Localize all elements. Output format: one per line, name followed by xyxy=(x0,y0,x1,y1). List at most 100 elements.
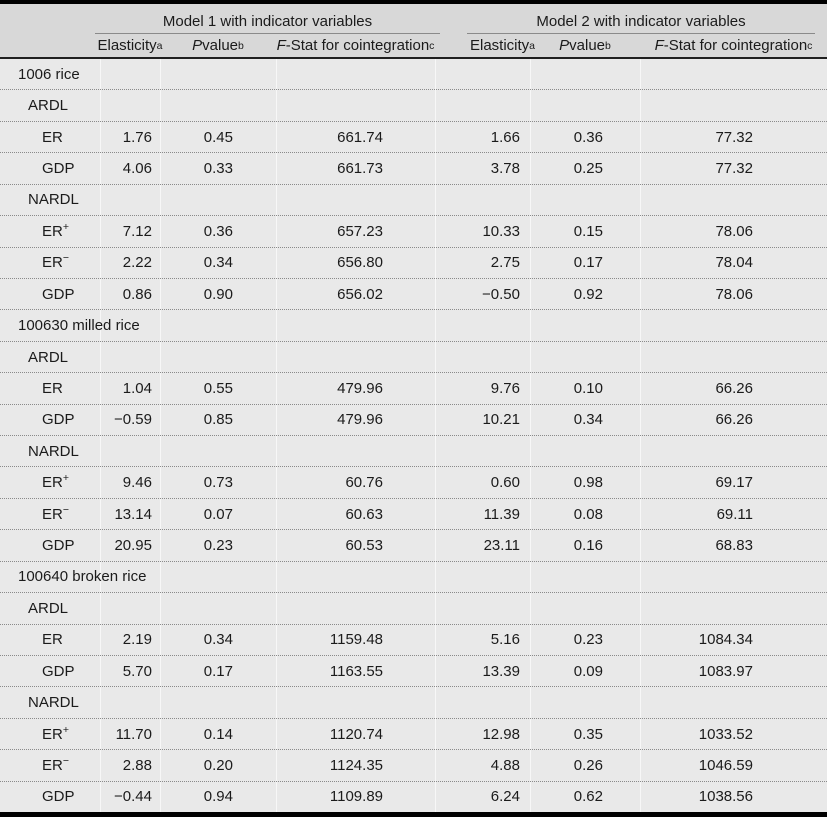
table-row-group: ARDL xyxy=(0,90,827,122)
cell-m1-fstat: 1109.89 xyxy=(329,788,383,806)
row-label: GDP xyxy=(0,788,100,805)
cell-m1-pvalue: 0.73 xyxy=(203,474,233,492)
row-label: GDP xyxy=(0,160,100,177)
cell-m2-pvalue: 0.10 xyxy=(573,379,603,397)
cell-m1-pvalue: 0.23 xyxy=(203,537,233,555)
cell-m2-fstat: 78.06 xyxy=(715,285,753,303)
cell-m1-elasticity: 20.95 xyxy=(114,537,152,555)
table-row: ER+ 11.70 0.14 1120.74 12.98 0.35 1033.52 xyxy=(0,719,827,751)
column-header-m1-p-value: P value b xyxy=(192,37,244,54)
cell-m2-fstat: 68.83 xyxy=(715,537,753,555)
cell-m2-fstat: 66.26 xyxy=(715,411,753,429)
column-header-row: Elasticity a P value b F -Stat for cointegrat… xyxy=(0,34,827,57)
cell-m2-fstat: 1038.56 xyxy=(698,788,753,806)
cell-m2-pvalue: 0.23 xyxy=(573,631,603,649)
cell-m2-elasticity: 9.76 xyxy=(490,379,520,397)
cell-m2-pvalue: 0.36 xyxy=(573,128,603,146)
cell-m1-pvalue: 0.17 xyxy=(203,662,233,680)
cell-m2-elasticity: 3.78 xyxy=(490,159,520,177)
cell-m2-elasticity: 0.60 xyxy=(490,474,520,492)
cell-m1-pvalue: 0.85 xyxy=(203,411,233,429)
table-row: ER 2.19 0.34 1159.48 5.16 0.23 1084.34 xyxy=(0,625,827,657)
table-row-group: NARDL xyxy=(0,185,827,217)
cell-m1-elasticity: 0.86 xyxy=(122,285,152,303)
header-text: value xyxy=(202,37,239,54)
header-italic-letter: F xyxy=(654,37,664,54)
cell-m1-fstat: 60.76 xyxy=(345,474,383,492)
cell-m2-elasticity: 10.33 xyxy=(482,222,520,240)
cell-m1-pvalue: 0.07 xyxy=(203,505,233,523)
table-row: GDP −0.59 0.85 479.96 10.21 0.34 66.26 xyxy=(0,405,827,437)
cell-m2-pvalue: 0.16 xyxy=(573,537,603,555)
header-text: -Stat for cointegration xyxy=(285,37,430,54)
header-text: -Stat for cointegration xyxy=(663,37,808,54)
row-label: ER− xyxy=(0,252,100,272)
cell-m1-elasticity: 2.88 xyxy=(122,756,152,774)
variable-name: ER xyxy=(42,128,63,146)
cell-m1-elasticity: 7.12 xyxy=(122,222,152,240)
row-label: ER− xyxy=(0,756,100,774)
variable-name: GDP xyxy=(42,662,75,680)
cell-m1-pvalue: 0.20 xyxy=(203,756,233,774)
cell-m1-fstat: 1159.48 xyxy=(329,631,383,649)
variable-name: ER xyxy=(42,631,63,649)
cell-m1-fstat: 657.23 xyxy=(337,222,383,240)
variable-name: ER xyxy=(42,254,63,272)
row-label: ER− xyxy=(0,504,100,522)
cell-m1-elasticity: 2.22 xyxy=(122,254,152,272)
cell-m2-elasticity: 4.88 xyxy=(490,756,520,774)
table-row-section: 1006 rice xyxy=(0,59,827,91)
cell-m2-pvalue: 0.08 xyxy=(573,505,603,523)
cell-m2-elasticity: 6.24 xyxy=(490,788,520,806)
row-label: ER xyxy=(0,631,100,648)
variable-name: ER xyxy=(42,379,63,397)
table-row: ER 1.76 0.45 661.74 1.66 0.36 77.32 xyxy=(0,122,827,154)
cell-m1-fstat: 60.63 xyxy=(345,505,383,523)
variable-name: ER xyxy=(42,222,63,240)
cell-m2-elasticity: 2.75 xyxy=(490,254,520,272)
cell-m2-pvalue: 0.15 xyxy=(573,222,603,240)
cell-m1-fstat: 1120.74 xyxy=(329,725,383,743)
table-body: 1006 rice ARDL ER 1.76 0.45 661.74 1.66 0.36 77.… xyxy=(0,59,827,812)
row-label: ER+ xyxy=(0,472,100,491)
table-row: GDP 20.95 0.23 60.53 23.11 0.16 68.83 xyxy=(0,530,827,562)
cell-m1-elasticity: 13.14 xyxy=(114,505,152,523)
cell-m1-elasticity: 2.19 xyxy=(122,631,152,649)
cell-m2-elasticity: 23.11 xyxy=(483,537,520,555)
cell-m1-pvalue: 0.94 xyxy=(203,788,233,806)
row-label: ER xyxy=(0,380,100,397)
cell-m1-elasticity: 11.70 xyxy=(115,725,152,743)
cell-m2-pvalue: 0.92 xyxy=(573,285,603,303)
cell-m1-elasticity: 1.04 xyxy=(122,379,152,397)
spacer xyxy=(815,4,827,34)
cell-m2-elasticity: 12.98 xyxy=(482,725,520,743)
row-label: GDP xyxy=(0,411,100,428)
cell-m1-elasticity: 9.46 xyxy=(122,474,152,492)
cell-m1-pvalue: 0.55 xyxy=(203,379,233,397)
section-label: 100640 broken rice xyxy=(18,568,147,586)
cell-m2-fstat: 78.06 xyxy=(715,222,753,240)
model1-header: Model 1 with indicator variables xyxy=(95,4,440,34)
table-row: ER+ 9.46 0.73 60.76 0.60 0.98 69.17 xyxy=(0,467,827,499)
table-row: GDP 4.06 0.33 661.73 3.78 0.25 77.32 xyxy=(0,153,827,185)
variable-sign: + xyxy=(62,472,69,485)
row-label: ER+ xyxy=(0,222,100,240)
cell-m2-fstat: 77.32 xyxy=(715,159,753,177)
cell-m1-elasticity: 5.70 xyxy=(122,662,152,680)
variable-sign: − xyxy=(62,252,69,265)
table-row: ER+ 7.12 0.36 657.23 10.33 0.15 78.06 xyxy=(0,216,827,248)
cell-m2-pvalue: 0.62 xyxy=(573,788,603,806)
cell-m1-fstat: 1163.55 xyxy=(329,662,383,680)
table-row: GDP 0.86 0.90 656.02 −0.50 0.92 78.06 xyxy=(0,279,827,311)
cell-m1-fstat: 60.53 xyxy=(345,537,383,555)
group-label: NARDL xyxy=(28,694,79,712)
cell-m2-fstat: 66.26 xyxy=(715,379,753,397)
row-label: GDP xyxy=(0,286,100,303)
column-header-m1-f-stat: F -Stat for cointegration c xyxy=(276,37,435,54)
spacer xyxy=(440,4,467,34)
cell-m2-elasticity: 13.39 xyxy=(482,662,520,680)
table-row-section: 100630 milled rice xyxy=(0,310,827,342)
cell-m2-pvalue: 0.25 xyxy=(573,159,603,177)
variable-name: GDP xyxy=(42,411,75,429)
